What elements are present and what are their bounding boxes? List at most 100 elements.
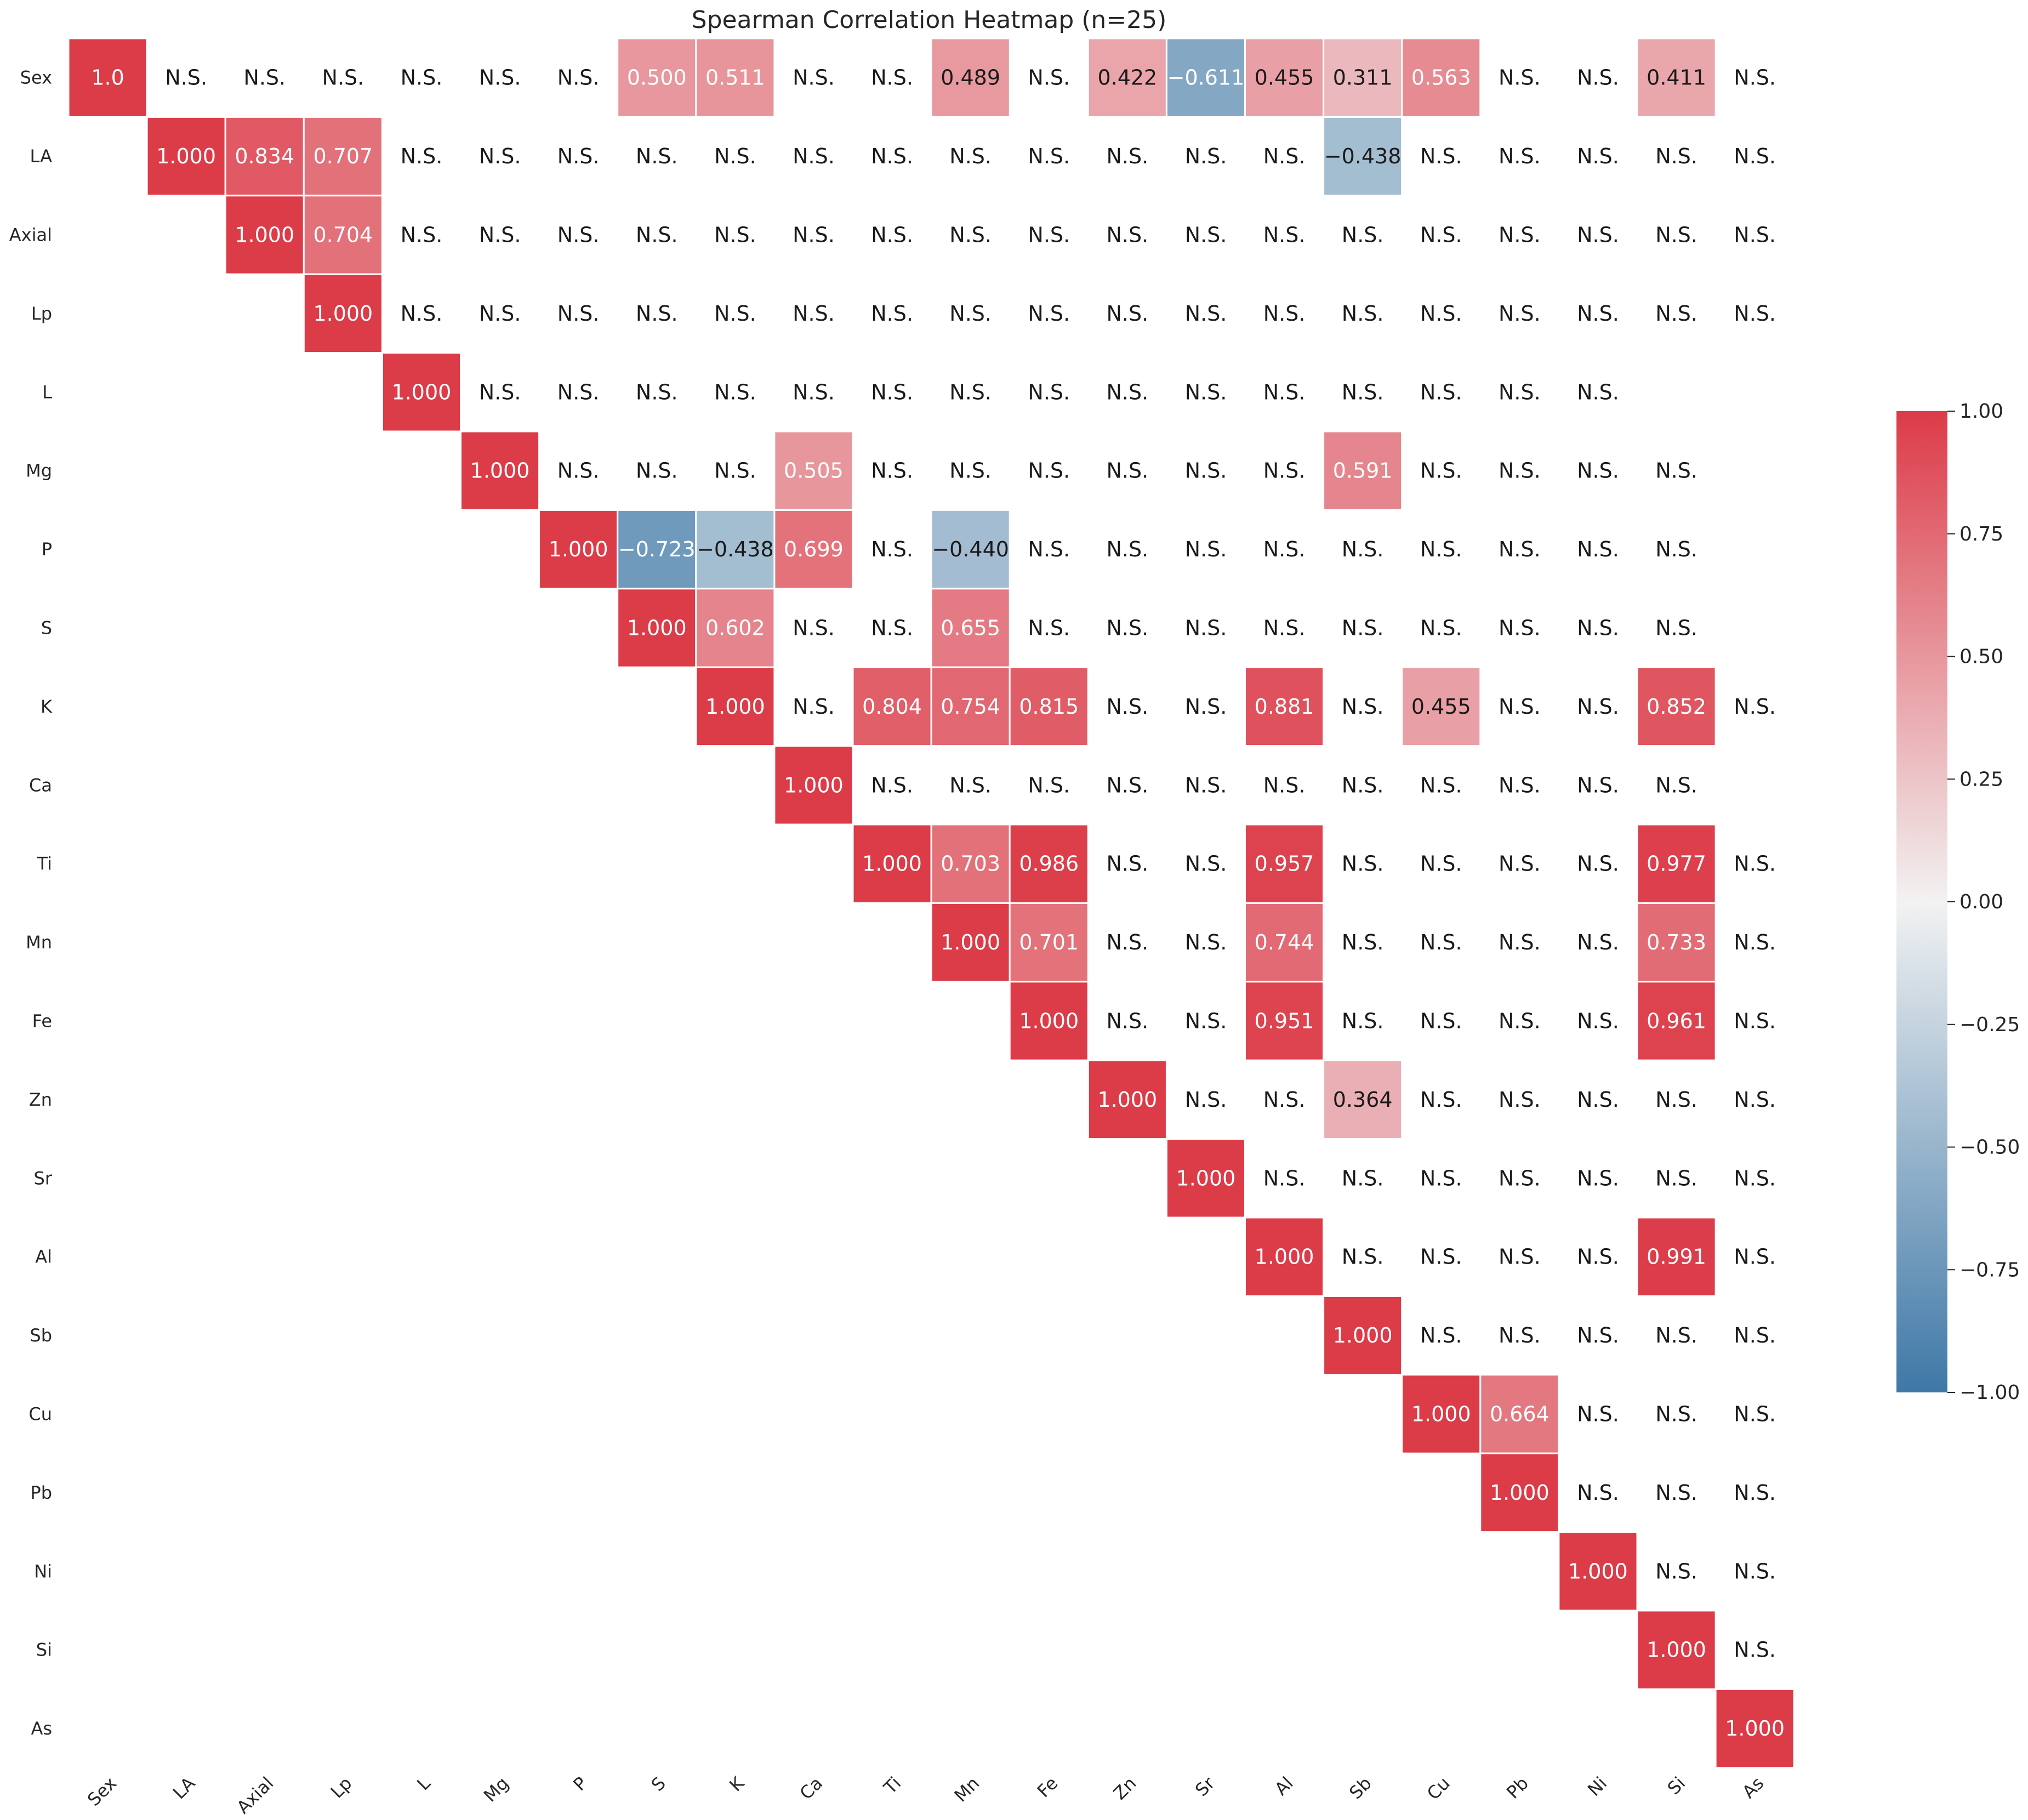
column-label: Sb bbox=[1345, 1773, 1376, 1804]
heatmap-cell bbox=[1244, 981, 1325, 1061]
colorbar-gradient bbox=[1896, 411, 1947, 1392]
colorbar-tick-label: −0.75 bbox=[1959, 1259, 2020, 1281]
cell-ns-label: N.S. bbox=[1734, 223, 1776, 247]
cell-value-label: 0.852 bbox=[1647, 695, 1706, 719]
cell-value-label: 0.991 bbox=[1647, 1245, 1706, 1269]
cell-ns-label: N.S. bbox=[1734, 695, 1776, 719]
heatmap-cells: 1.0 N.S. N.S. N.S. N.S. N.S. N.S. 0.500 0.511 N.S… bbox=[67, 37, 1795, 1769]
heatmap-cell bbox=[852, 823, 932, 904]
cell-ns-label: N.S. bbox=[1499, 1009, 1541, 1033]
cell-value-label: 1.000 bbox=[1176, 1166, 1236, 1190]
cell-ns-label: N.S. bbox=[1185, 144, 1227, 168]
cell-ns-label: N.S. bbox=[871, 773, 913, 797]
cell-ns-label: N.S. bbox=[949, 223, 992, 247]
row-label: Sr bbox=[34, 1168, 53, 1188]
cell-ns-label: N.S. bbox=[1577, 930, 1619, 954]
cell-ns-label: N.S. bbox=[401, 302, 443, 326]
cell-value-label: 0.703 bbox=[941, 852, 1000, 876]
heatmap-cell bbox=[773, 430, 854, 511]
cell-value-label: 1.000 bbox=[1725, 1716, 1785, 1741]
cell-ns-label: N.S. bbox=[401, 223, 443, 247]
cell-ns-label: N.S. bbox=[1655, 1323, 1697, 1347]
colorbar-tick-label: −0.50 bbox=[1959, 1136, 2020, 1159]
cell-ns-label: N.S. bbox=[1734, 1088, 1776, 1112]
cell-ns-label: N.S. bbox=[322, 66, 364, 90]
cell-ns-label: N.S. bbox=[1734, 1559, 1776, 1583]
row-label: As bbox=[31, 1718, 52, 1739]
cell-ns-label: N.S. bbox=[1499, 852, 1541, 876]
cell-ns-label: N.S. bbox=[1185, 852, 1227, 876]
heatmap-cell bbox=[1401, 37, 1482, 118]
cell-value-label: 0.701 bbox=[1019, 930, 1079, 954]
column-labels: Sex LA Axial Lp L Mg P S K Ca Ti Mn Fe Zn Sr Al Sb Cu Pb Ni… bbox=[83, 1772, 1768, 1818]
heatmap-cell bbox=[1714, 1688, 1795, 1769]
cell-ns-label: N.S. bbox=[1106, 223, 1148, 247]
cell-ns-label: N.S. bbox=[871, 380, 913, 404]
cell-value-label: 0.881 bbox=[1255, 695, 1314, 719]
cell-ns-label: N.S. bbox=[636, 302, 678, 326]
cell-value-label: 0.364 bbox=[1333, 1088, 1393, 1112]
cell-ns-label: N.S. bbox=[1028, 66, 1070, 90]
cell-ns-label: N.S. bbox=[557, 380, 600, 404]
cell-ns-label: N.S. bbox=[1106, 852, 1148, 876]
column-label: Axial bbox=[232, 1773, 277, 1818]
cell-ns-label: N.S. bbox=[1185, 223, 1227, 247]
cell-ns-label: N.S. bbox=[1499, 537, 1541, 561]
heatmap-cell bbox=[538, 509, 619, 590]
cell-ns-label: N.S. bbox=[1420, 930, 1462, 954]
cell-value-label: −0.438 bbox=[697, 537, 774, 561]
cell-ns-label: N.S. bbox=[1655, 616, 1697, 640]
heatmap-cell bbox=[303, 273, 383, 354]
cell-value-label: 0.422 bbox=[1097, 66, 1157, 90]
cell-ns-label: N.S. bbox=[1106, 616, 1148, 640]
column-label: LA bbox=[169, 1773, 200, 1804]
cell-ns-label: N.S. bbox=[1263, 1166, 1306, 1190]
cell-ns-label: N.S. bbox=[1263, 773, 1306, 797]
cell-value-label: 0.489 bbox=[941, 66, 1000, 90]
heatmap-cell bbox=[1087, 1059, 1167, 1140]
heatmap-cell bbox=[930, 823, 1011, 904]
heatmap-cell bbox=[1009, 902, 1089, 983]
cell-ns-label: N.S. bbox=[1028, 380, 1070, 404]
cell-ns-label: N.S. bbox=[949, 773, 992, 797]
cell-ns-label: N.S. bbox=[636, 223, 678, 247]
cell-value-label: 1.000 bbox=[1019, 1009, 1079, 1033]
cell-ns-label: N.S. bbox=[1420, 1166, 1462, 1190]
row-label: K bbox=[41, 696, 53, 717]
cell-ns-label: N.S. bbox=[1342, 223, 1384, 247]
cell-ns-label: N.S. bbox=[871, 223, 913, 247]
cell-ns-label: N.S. bbox=[1342, 773, 1384, 797]
cell-value-label: 1.000 bbox=[392, 380, 452, 404]
heatmap-cell bbox=[1636, 1216, 1717, 1297]
cell-ns-label: N.S. bbox=[793, 223, 835, 247]
cell-ns-label: N.S. bbox=[1420, 380, 1462, 404]
cell-ns-label: N.S. bbox=[1420, 1088, 1462, 1112]
cell-value-label: 0.455 bbox=[1255, 66, 1314, 90]
row-label: LA bbox=[30, 146, 53, 167]
heatmap-cell bbox=[930, 588, 1011, 668]
cell-value-label: 0.500 bbox=[627, 66, 687, 90]
cell-ns-label: N.S. bbox=[1028, 223, 1070, 247]
cell-value-label: −0.440 bbox=[932, 537, 1009, 561]
cell-ns-label: N.S. bbox=[1577, 773, 1619, 797]
cell-ns-label: N.S. bbox=[636, 144, 678, 168]
cell-ns-label: N.S. bbox=[1577, 302, 1619, 326]
cell-value-label: 1.000 bbox=[1333, 1323, 1393, 1347]
heatmap-cell bbox=[1636, 1609, 1717, 1690]
cell-ns-label: N.S. bbox=[1734, 1323, 1776, 1347]
cell-ns-label: N.S. bbox=[1342, 616, 1384, 640]
cell-ns-label: N.S. bbox=[1655, 773, 1697, 797]
colorbar-tick-label: −0.25 bbox=[1959, 1014, 2020, 1036]
cell-value-label: 0.704 bbox=[313, 223, 373, 247]
cell-ns-label: N.S. bbox=[1734, 66, 1776, 90]
cell-value-label: 0.804 bbox=[862, 695, 922, 719]
cell-ns-label: N.S. bbox=[1499, 1245, 1541, 1269]
heatmap-cell bbox=[617, 37, 697, 118]
cell-value-label: 0.602 bbox=[705, 616, 765, 640]
heatmap-cell bbox=[852, 666, 932, 747]
cell-ns-label: N.S. bbox=[714, 144, 756, 168]
cell-ns-label: N.S. bbox=[636, 380, 678, 404]
cell-value-label: 1.000 bbox=[862, 852, 922, 876]
cell-ns-label: N.S. bbox=[479, 144, 521, 168]
